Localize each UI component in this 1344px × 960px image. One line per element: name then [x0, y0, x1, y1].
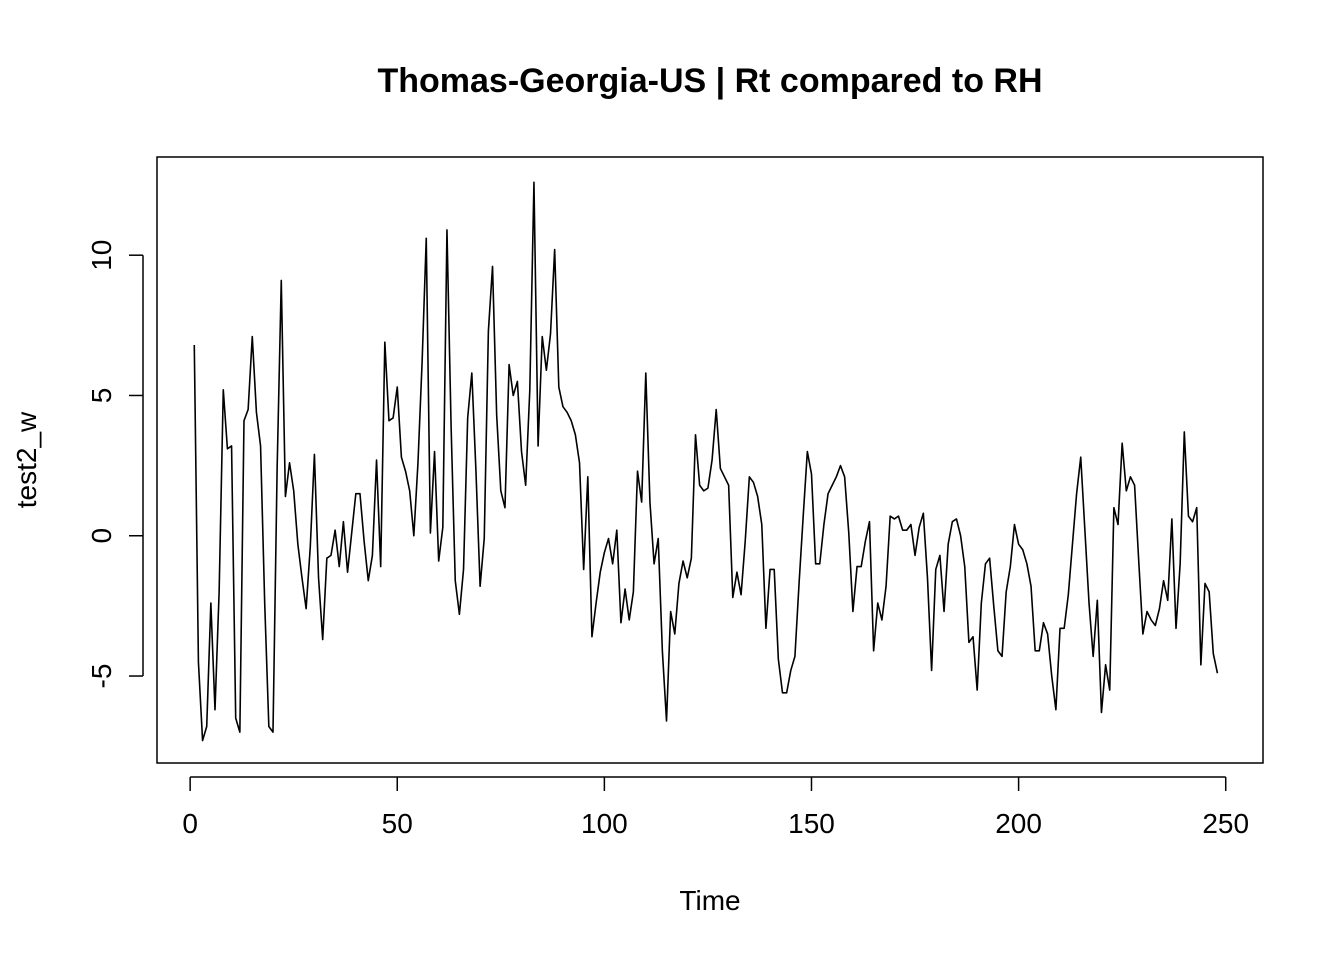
y-tick-label: 5 [86, 388, 117, 404]
y-tick-label: -5 [86, 664, 117, 689]
y-tick-label: 0 [86, 528, 117, 544]
x-axis-label: Time [679, 885, 740, 916]
x-tick-label: 100 [581, 808, 628, 839]
y-axis: -5 0 5 10 [86, 240, 144, 689]
x-tick-label: 150 [788, 808, 835, 839]
series-line-test2-w [193, 181, 1219, 742]
x-tick-label: 200 [995, 808, 1042, 839]
chart-title: Thomas-Georgia-US | Rt compared to RH [377, 62, 1042, 100]
x-tick-label: 50 [382, 808, 413, 839]
plot-frame [156, 156, 1264, 764]
y-axis-label: test2_w [11, 411, 42, 508]
x-tick-label: 0 [182, 808, 198, 839]
x-tick-label: 250 [1202, 808, 1249, 839]
x-axis: 0 50 100 150 200 250 [182, 776, 1249, 839]
y-tick-label: 10 [86, 240, 117, 271]
